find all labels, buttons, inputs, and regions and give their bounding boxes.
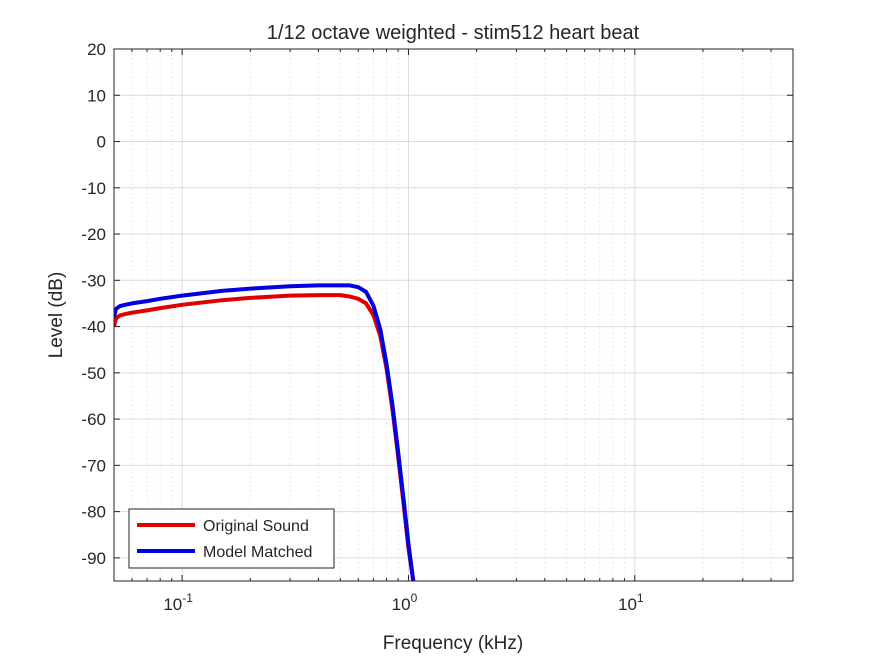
legend-label-original-sound: Original Sound	[203, 518, 309, 535]
y-tick-label: -90	[81, 549, 106, 568]
y-tick-label: -20	[81, 225, 106, 244]
y-tick-label: -70	[81, 456, 106, 475]
x-axis-label: Frequency (kHz)	[383, 633, 523, 654]
x-tick-label: 101	[618, 591, 644, 614]
x-tick-labels: 10-1 100 101	[163, 591, 644, 614]
minor-grid	[113, 49, 794, 581]
y-axis-label: Level (dB)	[46, 272, 67, 359]
x-tick-exponent: -1	[182, 591, 193, 605]
x-tick-exponent: 1	[637, 591, 644, 605]
y-tick-label: 10	[87, 86, 106, 105]
y-tick-label: -30	[81, 271, 106, 290]
major-grid	[114, 48, 793, 581]
chart-title: 1/12 octave weighted - stim512 heart bea…	[267, 22, 640, 44]
x-tick-label: 10-1	[163, 591, 193, 614]
x-tick-label: 100	[392, 591, 418, 614]
y-tick-label: -60	[81, 410, 106, 429]
y-tick-label: 20	[87, 40, 106, 59]
axes-box	[113, 48, 794, 582]
plot-area-background	[114, 49, 793, 581]
legend: Original Sound Model Matched	[128, 508, 335, 569]
tick-marks	[113, 48, 794, 581]
series-layer	[114, 283, 416, 581]
y-tick-label: -50	[81, 364, 106, 383]
legend-label-model-matched: Model Matched	[203, 544, 312, 561]
y-tick-label: -80	[81, 503, 106, 522]
y-tick-label: -10	[81, 179, 106, 198]
series-line-model-matched	[114, 283, 416, 581]
legend-box	[128, 508, 335, 569]
x-tick-exponent: 0	[411, 591, 418, 605]
y-tick-labels: 20 10 0 -10 -20 -30 -40 -50 -60 -70 -80 -90	[81, 40, 106, 568]
y-tick-label: 0	[97, 133, 106, 152]
y-tick-label: -40	[81, 318, 106, 337]
